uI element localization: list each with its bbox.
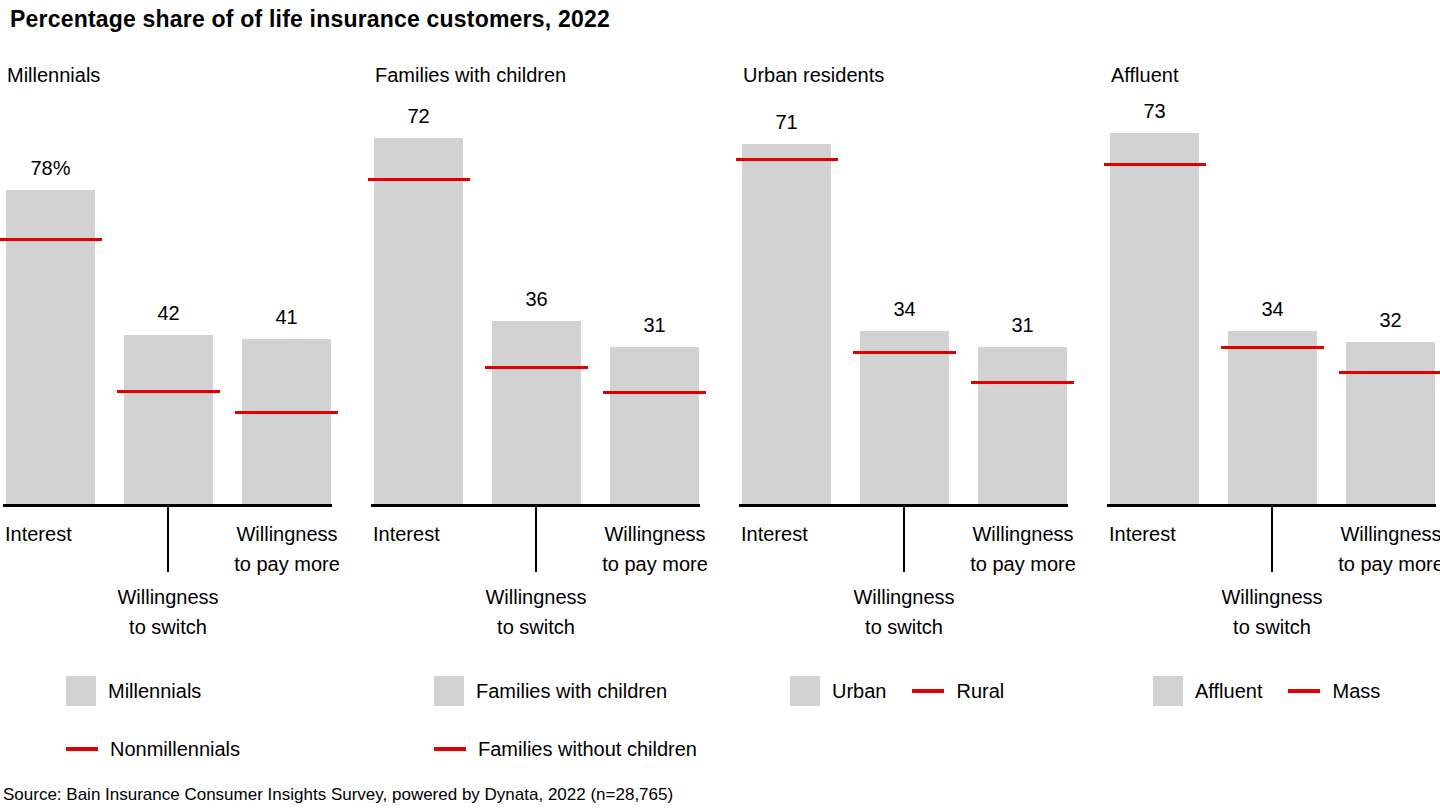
- bar-value-label: 36: [477, 288, 597, 311]
- category-label-pay-more: Willingnessto pay more: [196, 519, 368, 579]
- panel-title: Affluent: [1111, 64, 1178, 87]
- category-label-interest: Interest: [1109, 519, 1176, 549]
- legend-row: Families with children: [434, 672, 667, 710]
- category-label-pay-more: Willingnessto pay more: [932, 519, 1104, 579]
- reference-line-rural: [971, 381, 1074, 384]
- bar-value-label: 32: [1331, 309, 1440, 332]
- legend-bar-swatch-icon: [434, 676, 464, 706]
- legend-row: Millennials: [66, 672, 201, 710]
- category-label-switch: Willingnessto switch: [446, 582, 626, 642]
- legend-label: Rural: [956, 680, 1004, 703]
- panel-title: Urban residents: [743, 64, 884, 87]
- bar-affluent: [1110, 133, 1199, 504]
- chart-panel-4: Affluent 73 3432 Interest Willingnessto pay …: [1104, 0, 1440, 780]
- source-note: Source: Bain Insurance Consumer Insights…: [3, 785, 673, 805]
- chart-panel-1: Millennials 78% 4241 Interest Willingnessto …: [0, 0, 368, 780]
- reference-line-rural: [736, 158, 838, 161]
- legend-label: Families with children: [476, 680, 667, 703]
- legend-item: Nonmillennials: [66, 738, 240, 761]
- category-label-switch: Willingnessto switch: [78, 582, 258, 642]
- legend-row: Affluent Mass: [1153, 672, 1380, 710]
- bar-value-label: 71: [736, 111, 847, 134]
- bar-urban: [978, 347, 1067, 504]
- reference-line-families-without-children: [368, 178, 470, 181]
- legend-row: Families without children: [434, 730, 697, 768]
- bar-families-with-children: [374, 138, 463, 504]
- legend-bar-swatch-icon: [790, 676, 820, 706]
- category-label-interest: Interest: [741, 519, 808, 549]
- category-label-interest: Interest: [373, 519, 440, 549]
- legend-row: Nonmillennials: [66, 730, 240, 768]
- legend-item: Families with children: [434, 676, 667, 706]
- bar-value-label: 31: [963, 314, 1083, 337]
- bar-millennials: [124, 335, 213, 504]
- bar-value-label: 41: [227, 306, 347, 329]
- bar-affluent: [1346, 342, 1435, 504]
- legend-label: Millennials: [108, 680, 201, 703]
- category-label-pay-more: Willingnessto pay more: [564, 519, 736, 579]
- reference-line-families-without-children: [603, 391, 706, 394]
- legend-bar-swatch-icon: [66, 676, 96, 706]
- x-axis-tick: [167, 507, 169, 572]
- bar-value-label: 34: [1213, 298, 1333, 321]
- bar-value-label: 78%: [0, 157, 111, 180]
- x-axis-tick: [535, 507, 537, 572]
- reference-line-mass: [1104, 163, 1206, 166]
- legend-line-swatch-icon: [912, 689, 944, 693]
- legend-bar-swatch-icon: [1153, 676, 1183, 706]
- legend-row: Urban Rural: [790, 672, 1004, 710]
- panel-title: Millennials: [7, 64, 100, 87]
- category-label-switch: Willingnessto switch: [1182, 582, 1362, 642]
- bar-families-with-children: [492, 321, 581, 504]
- bar-families-with-children: [610, 347, 699, 504]
- category-label-interest: Interest: [5, 519, 72, 549]
- legend-line-swatch-icon: [434, 747, 466, 751]
- legend-label: Affluent: [1195, 680, 1262, 703]
- reference-line-nonmillennials: [235, 411, 338, 414]
- reference-line-nonmillennials: [117, 390, 220, 393]
- bar-value-label: 34: [845, 298, 965, 321]
- legend-label: Nonmillennials: [110, 738, 240, 761]
- bar-urban: [860, 331, 949, 504]
- bar-value-label: 72: [368, 105, 479, 128]
- category-label-pay-more: Willingnessto pay more: [1300, 519, 1440, 579]
- legend-line-swatch-icon: [1288, 689, 1320, 693]
- x-axis-tick: [903, 507, 905, 572]
- legend-item: Affluent: [1153, 676, 1262, 706]
- bar-affluent: [1228, 331, 1317, 504]
- chart-panel-3: Urban residents 71 3431 Interest Willingness…: [736, 0, 1104, 780]
- bar-value-label: 31: [595, 314, 715, 337]
- reference-line-mass: [1221, 346, 1324, 349]
- legend-item: Families without children: [434, 738, 697, 761]
- bar-millennials: [242, 339, 331, 504]
- legend-label: Urban: [832, 680, 886, 703]
- bar-value-label: 73: [1104, 100, 1215, 123]
- bar-urban: [742, 144, 831, 504]
- legend-item: Mass: [1288, 680, 1380, 703]
- legend-item: Urban: [790, 676, 886, 706]
- panel-title: Families with children: [375, 64, 566, 87]
- legend-label: Families without children: [478, 738, 697, 761]
- legend-label: Mass: [1332, 680, 1380, 703]
- reference-line-nonmillennials: [0, 238, 102, 241]
- category-label-switch: Willingnessto switch: [814, 582, 994, 642]
- bar-value-label: 42: [109, 302, 229, 325]
- reference-line-rural: [853, 351, 956, 354]
- legend-item: Rural: [912, 680, 1004, 703]
- reference-line-families-without-children: [485, 366, 588, 369]
- legend-item: Millennials: [66, 676, 201, 706]
- legend-line-swatch-icon: [66, 747, 98, 751]
- x-axis-tick: [1271, 507, 1273, 572]
- chart-panel-2: Families with children 72 36 31 Interest Will…: [368, 0, 736, 780]
- reference-line-mass: [1339, 371, 1440, 374]
- small-multiples-chart: Millennials78%4241InterestWillingnessto …: [0, 0, 1440, 810]
